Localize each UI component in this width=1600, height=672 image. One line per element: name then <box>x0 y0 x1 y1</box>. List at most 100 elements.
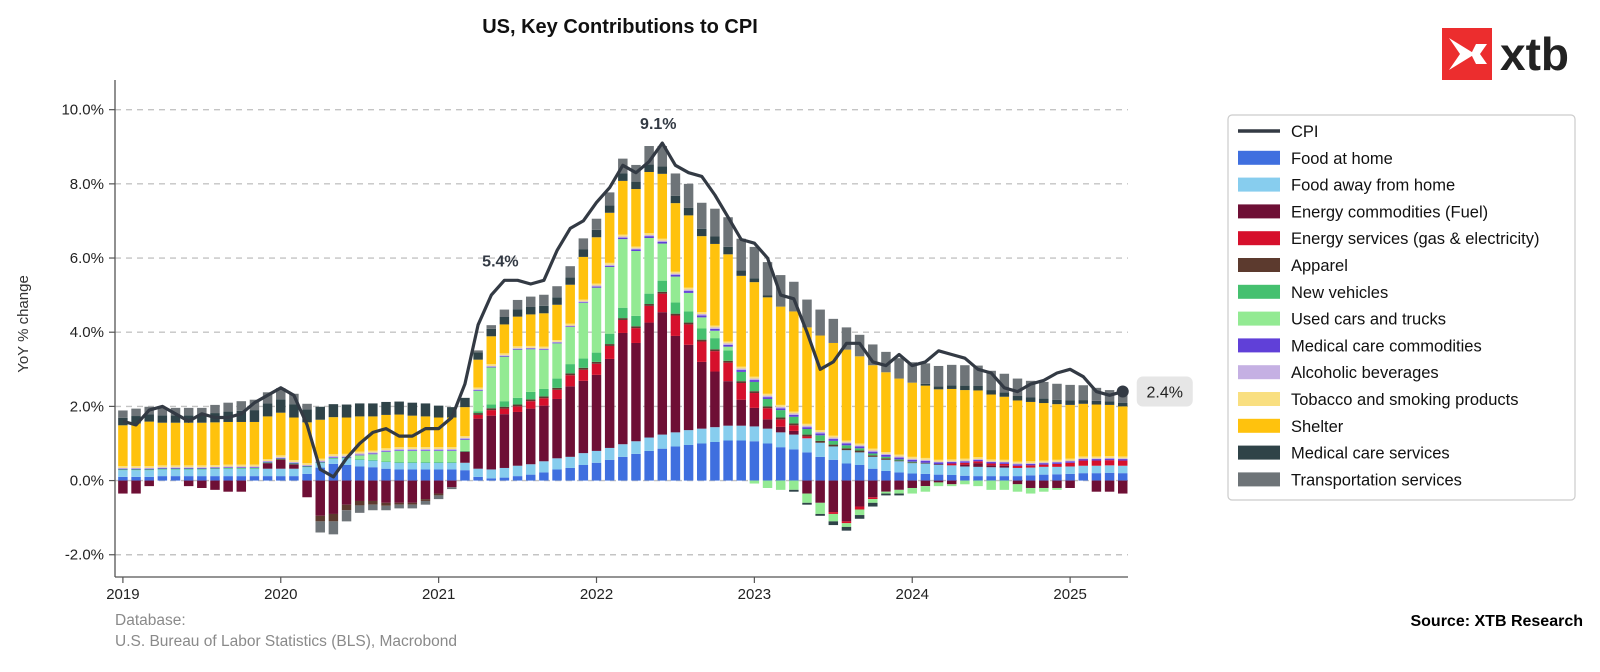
bar-apparel <box>407 502 418 505</box>
legend-label: Shelter <box>1291 418 1344 436</box>
bar-tobacco-and-smoking-products <box>986 459 996 462</box>
bar-food-at-home <box>999 476 1010 481</box>
bar-new-vehicles <box>368 459 378 461</box>
bar-medical-care-commodities <box>236 467 247 468</box>
bar-food-away-from-home <box>591 450 602 463</box>
bar-used-cars-and-trucks <box>420 450 431 463</box>
bar-medical-care-commodities <box>789 414 799 417</box>
bar-energy-commodities-fuel <box>815 480 825 503</box>
bar-food-away-from-home <box>828 446 839 460</box>
bar-tobacco-and-smoking-products <box>512 346 523 349</box>
bar-food-at-home <box>486 478 496 481</box>
bar-energy-commodities-fuel <box>236 480 247 492</box>
bar-new-vehicles <box>670 302 681 314</box>
bar-food-at-home <box>920 473 931 481</box>
bar-food-away-from-home <box>578 453 589 465</box>
bar-tobacco-and-smoking-products <box>1052 459 1062 462</box>
x-tick-label: 2025 <box>1053 586 1086 603</box>
bar-food-away-from-home <box>762 428 773 444</box>
bar-new-vehicles <box>552 378 562 388</box>
bar-medical-care-commodities <box>973 459 983 462</box>
bar-transportation-services <box>381 505 391 511</box>
bar-transportation-services <box>183 407 194 416</box>
bar-apparel <box>539 396 549 399</box>
bar-shelter <box>631 189 641 247</box>
bar-used-cars-and-trucks <box>631 250 641 316</box>
bar-shelter <box>262 416 273 460</box>
legend-frame <box>1227 114 1576 501</box>
bar-used-cars-and-trucks <box>433 450 444 463</box>
bar-energy-commodities-fuel <box>933 480 944 483</box>
bar-tobacco-and-smoking-products <box>552 339 562 342</box>
bar-energy-services-gas-electricity <box>841 521 852 524</box>
bar-shelter <box>1078 403 1089 457</box>
bar-tobacco-and-smoking-products <box>999 459 1010 462</box>
bar-medical-care-services <box>618 173 628 181</box>
bar-transportation-services <box>236 401 247 411</box>
bar-medical-care-services <box>289 404 299 418</box>
bar-food-at-home <box>762 443 773 481</box>
bar-shelter <box>1052 404 1062 460</box>
y-tick-label: 4.0% <box>70 324 104 341</box>
bar-transportation-services <box>697 202 707 229</box>
bar-apparel <box>762 406 773 409</box>
bar-new-vehicles <box>644 293 654 305</box>
bar-food-away-from-home <box>1039 466 1049 475</box>
bar-energy-commodities-fuel <box>710 371 720 428</box>
bar-alcoholic-beverages <box>578 301 589 303</box>
bar-medical-care-services <box>762 295 773 298</box>
bar-energy-commodities-fuel <box>289 464 299 469</box>
bar-tobacco-and-smoking-products <box>973 457 983 460</box>
bar-energy-services-gas-electricity <box>697 341 707 362</box>
bar-medical-care-services <box>933 386 944 390</box>
bar-tobacco-and-smoking-products <box>131 466 141 468</box>
bar-shelter <box>552 304 562 340</box>
bar-alcoholic-beverages <box>631 248 641 250</box>
bar-apparel <box>618 318 628 320</box>
bar-medical-care-commodities <box>1118 459 1128 461</box>
bar-alcoholic-beverages <box>539 348 549 350</box>
bar-shelter <box>920 385 931 458</box>
bar-used-cars-and-trucks <box>354 455 365 460</box>
peak-annotation: 9.1% <box>640 116 676 133</box>
bar-alcoholic-beverages <box>354 453 365 455</box>
bar-medical-care-commodities <box>354 454 365 456</box>
bar-food-at-home <box>907 473 917 481</box>
bar-medical-care-services <box>749 278 760 283</box>
bar-food-away-from-home <box>657 434 668 449</box>
bar-apparel <box>710 349 720 352</box>
bar-alcoholic-beverages <box>736 368 746 371</box>
bar-transportation-services <box>1091 387 1102 401</box>
bar-transportation-services <box>670 173 681 196</box>
bar-shelter <box>1091 404 1102 457</box>
bar-food-at-home <box>302 473 312 481</box>
y-tick-label: 8.0% <box>70 176 104 193</box>
bar-alcoholic-beverages <box>868 450 878 452</box>
bar-tobacco-and-smoking-products <box>486 364 496 366</box>
bar-shelter <box>762 297 773 394</box>
bar-medical-care-services <box>131 416 141 424</box>
bar-transportation-services <box>907 362 917 383</box>
bar-food-away-from-home <box>736 425 746 441</box>
bar-alcoholic-beverages <box>157 467 168 468</box>
bar-tobacco-and-smoking-products <box>354 451 365 454</box>
bar-medical-care-services <box>197 415 207 423</box>
bar-tobacco-and-smoking-products <box>631 246 641 249</box>
bar-food-away-from-home <box>486 469 496 479</box>
bar-new-vehicles <box>473 411 483 414</box>
bar-medical-care-services <box>815 513 825 516</box>
bar-alcoholic-beverages <box>1091 458 1102 460</box>
bar-new-vehicles <box>131 469 141 471</box>
bar-used-cars-and-trucks <box>1039 487 1049 492</box>
bar-food-at-home <box>697 443 707 481</box>
bar-shelter <box>868 365 878 449</box>
bar-medical-care-services <box>946 385 957 389</box>
bar-medical-care-commodities <box>512 348 523 350</box>
bar-medical-care-commodities <box>1078 459 1089 461</box>
bar-energy-services-gas-electricity <box>539 398 549 406</box>
bar-transportation-services <box>486 325 496 329</box>
bar-energy-commodities-fuel <box>512 411 523 466</box>
bar-shelter <box>512 316 523 347</box>
stacked-bars <box>118 146 1128 535</box>
bar-used-cars-and-trucks <box>710 330 720 339</box>
